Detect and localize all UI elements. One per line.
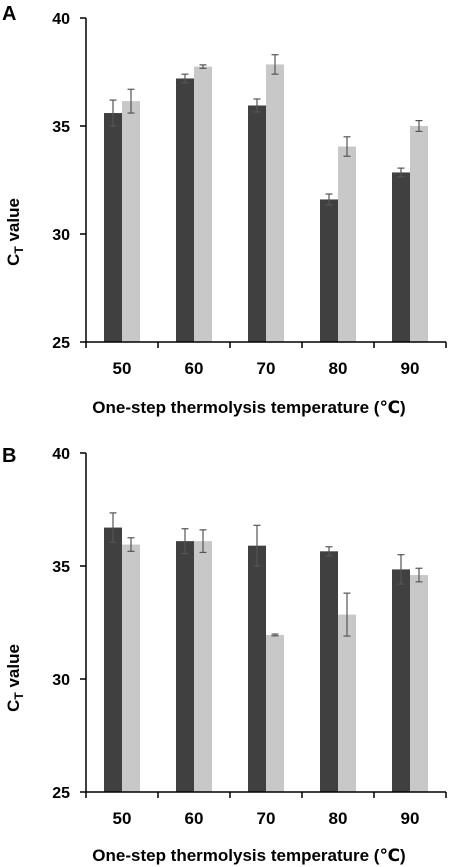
error-bar-b-s2-60 [199, 529, 207, 554]
x-axis-title-a: One-step thermolysis temperature (℃) [92, 398, 405, 417]
error-bar-a-s1-80 [325, 193, 333, 206]
x-tick-label-b-80: 80 [329, 809, 348, 828]
error-bar-b-s2-70 [271, 633, 279, 637]
bar-b-s1-60 [176, 541, 194, 792]
y-tick-label-a-40: 40 [52, 11, 70, 28]
bar-b-s2-60 [194, 541, 212, 792]
y-tick-label-b-40: 40 [52, 446, 70, 463]
bar-a-s2-50 [122, 101, 140, 342]
error-bar-a-s2-60 [199, 64, 207, 69]
error-bar-b-s1-50 [109, 512, 117, 543]
error-bar-b-s1-80 [325, 546, 333, 557]
error-bar-b-s2-80 [343, 592, 351, 637]
x-tick-label-a-70: 70 [257, 359, 276, 378]
x-tick-label-b-90: 90 [401, 809, 420, 828]
bar-a-s2-80 [338, 146, 356, 342]
y-tick-label-b-30: 30 [52, 672, 70, 689]
panel-label-b: B [2, 445, 16, 467]
bar-a-s1-70 [248, 105, 266, 342]
error-bar-b-s2-90 [415, 567, 423, 583]
error-bar-a-s2-80 [343, 136, 351, 157]
bar-a-s2-60 [194, 66, 212, 342]
error-bar-a-s1-90 [397, 167, 405, 178]
error-bar-a-s2-90 [415, 119, 423, 132]
y-tick-label-a-35: 35 [52, 119, 70, 136]
x-tick-label-b-70: 70 [257, 809, 276, 828]
y-tick-label-a-25: 25 [52, 335, 70, 352]
x-tick-label-b-50: 50 [113, 809, 132, 828]
x-tick-label-a-60: 60 [185, 359, 204, 378]
x-tick-label-a-90: 90 [401, 359, 420, 378]
error-bar-b-s1-60 [181, 528, 189, 555]
y-axis-title-a: CT value [4, 198, 26, 266]
y-tick-label-b-25: 25 [52, 785, 70, 802]
error-bar-b-s2-50 [127, 537, 135, 552]
bar-b-s1-90 [392, 569, 410, 792]
error-bar-a-s2-50 [127, 88, 135, 114]
chart-panel-a: A CT value One-step thermolysis temperat… [2, 3, 447, 417]
error-bar-a-s1-70 [253, 98, 261, 113]
y-tick-label-a-30: 30 [52, 227, 70, 244]
x-tick-label-b-60: 60 [185, 809, 204, 828]
y-tick-label-b-35: 35 [52, 559, 70, 576]
error-bar-a-s1-50 [109, 99, 117, 127]
bar-b-s2-80 [338, 614, 356, 792]
bar-b-s2-50 [122, 544, 140, 792]
bar-b-s2-70 [266, 634, 284, 792]
chart-panel-b: B CT value One-step thermolysis temperat… [2, 445, 447, 865]
bar-b-s2-90 [410, 575, 428, 792]
error-bar-a-s1-60 [181, 73, 189, 84]
bar-b-s1-80 [320, 551, 338, 792]
bar-a-s1-50 [104, 113, 122, 342]
y-axis-title-b: CT value [4, 644, 26, 712]
x-tick-label-a-50: 50 [113, 359, 132, 378]
bar-a-s2-90 [410, 126, 428, 342]
error-bar-b-s1-90 [397, 554, 405, 585]
bar-a-s2-70 [266, 64, 284, 342]
bar-b-s1-70 [248, 545, 266, 792]
panel-label-a: A [2, 3, 16, 25]
bar-a-s1-80 [320, 199, 338, 342]
x-tick-label-a-80: 80 [329, 359, 348, 378]
bar-a-s1-60 [176, 78, 194, 342]
bar-a-s1-90 [392, 172, 410, 342]
error-bar-b-s1-70 [253, 524, 261, 567]
bar-b-s1-50 [104, 527, 122, 792]
x-axis-title-b: One-step thermolysis temperature (℃) [92, 846, 405, 865]
error-bar-a-s2-70 [271, 54, 279, 75]
